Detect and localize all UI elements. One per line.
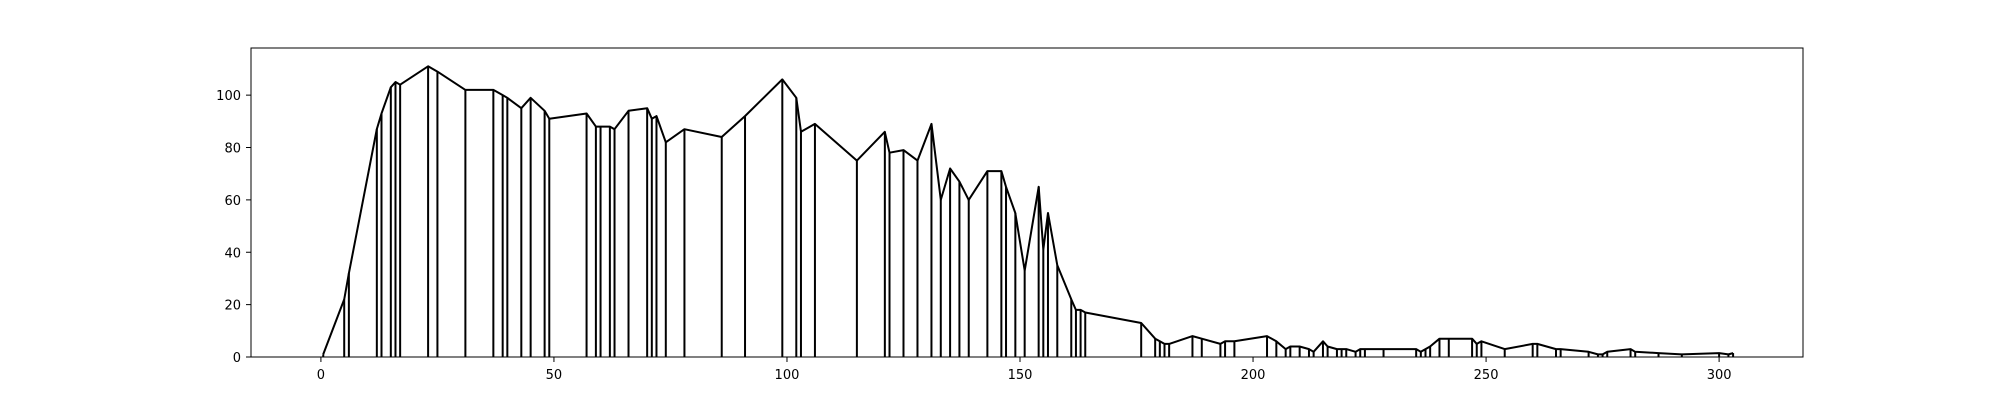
y-tick-label-20: 20 xyxy=(224,299,241,314)
x-tick-label-300: 300 xyxy=(1707,368,1732,383)
x-tick-label-100: 100 xyxy=(775,368,800,383)
y-axis: 0 20 40 60 80 100 xyxy=(216,89,251,366)
x-tick-label-0: 0 xyxy=(317,368,325,383)
x-tick-label-150: 150 xyxy=(1008,368,1033,383)
x-tick-label-200: 200 xyxy=(1241,368,1266,383)
x-axis: 0 50 100 150 200 250 300 xyxy=(317,357,1732,383)
y-tick-label-100: 100 xyxy=(216,89,241,104)
x-tick-label-250: 250 xyxy=(1474,368,1499,383)
stem-group xyxy=(322,66,1735,357)
y-tick-label-60: 60 xyxy=(224,194,241,209)
plot-frame xyxy=(250,47,1804,358)
x-tick-label-50: 50 xyxy=(546,368,563,383)
y-tick-label-0: 0 xyxy=(233,351,241,366)
y-tick-label-40: 40 xyxy=(224,246,241,261)
series-line xyxy=(322,65,1734,356)
y-tick-label-80: 80 xyxy=(224,142,241,157)
